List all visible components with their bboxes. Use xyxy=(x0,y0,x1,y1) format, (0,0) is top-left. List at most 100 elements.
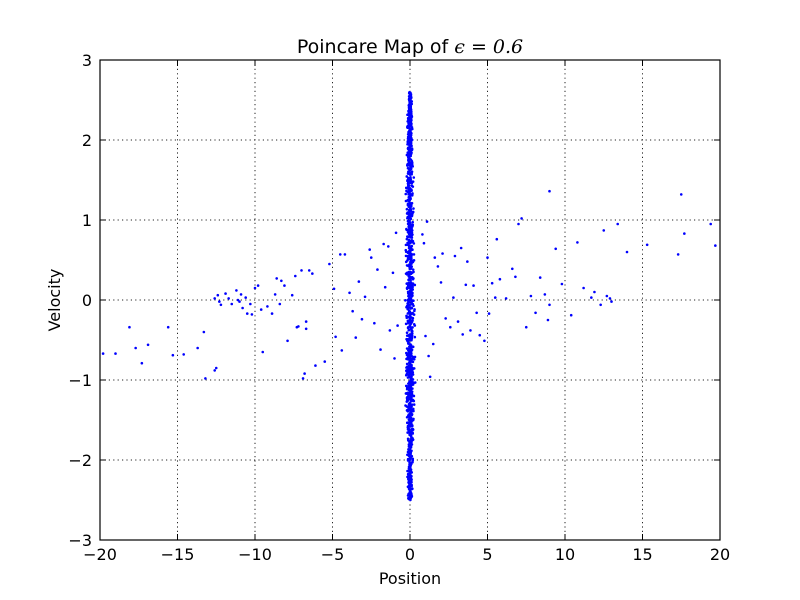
scatter-point xyxy=(409,102,413,106)
scatter-point xyxy=(409,127,412,131)
y-tick-label: 3 xyxy=(82,51,92,70)
x-tick-label: 15 xyxy=(632,545,652,564)
scatter-point xyxy=(411,345,415,349)
scatter-point xyxy=(388,329,392,332)
chart-title-text: Poincare Map of xyxy=(297,36,454,58)
scatter-point xyxy=(404,192,408,196)
scatter-point xyxy=(498,277,502,281)
scatter-point xyxy=(411,432,415,435)
scatter-point xyxy=(413,381,417,384)
scatter-point xyxy=(410,494,414,498)
scatter-point xyxy=(409,131,413,134)
scatter-point xyxy=(338,253,342,256)
scatter-point xyxy=(410,483,413,487)
scatter-point xyxy=(114,352,117,355)
scatter-point xyxy=(409,311,413,315)
scatter-point xyxy=(405,304,409,308)
scatter-point xyxy=(409,398,413,401)
scatter-point xyxy=(405,366,408,369)
scatter-point xyxy=(411,233,414,236)
scatter-point xyxy=(645,243,649,247)
scatter-point xyxy=(405,228,409,232)
scatter-point xyxy=(469,329,472,332)
scatter-point xyxy=(413,309,416,313)
scatter-point xyxy=(406,337,409,341)
scatter-point xyxy=(406,179,409,183)
scatter-point xyxy=(406,421,409,424)
scatter-point xyxy=(405,331,409,334)
scatter-point xyxy=(683,232,686,235)
scatter-point xyxy=(413,335,417,339)
scatter-point xyxy=(363,295,367,299)
scatter-point xyxy=(408,119,412,122)
scatter-point xyxy=(406,142,409,146)
scatter-point xyxy=(514,275,517,279)
scatter-point xyxy=(404,243,408,247)
scatter-point xyxy=(407,212,411,215)
scatter-point xyxy=(504,297,508,300)
scatter-point xyxy=(408,229,412,233)
scatter-point xyxy=(433,256,437,259)
scatter-point xyxy=(166,325,170,329)
x-tick-label: 5 xyxy=(482,545,492,564)
scatter-point xyxy=(412,242,416,245)
scatter-point xyxy=(408,489,412,493)
y-tick-label: 0 xyxy=(82,291,92,310)
scatter-point xyxy=(405,314,408,318)
scatter-point xyxy=(409,444,413,448)
scatter-point xyxy=(354,336,358,339)
scatter-point xyxy=(409,430,413,434)
scatter-point xyxy=(407,112,411,116)
scatter-point xyxy=(300,269,303,272)
scatter-point xyxy=(452,296,455,299)
scatter-point xyxy=(409,108,413,111)
scatter-point xyxy=(602,229,606,232)
scatter-point xyxy=(140,361,144,365)
scatter-point xyxy=(408,375,412,378)
scatter-point xyxy=(323,360,327,363)
scatter-point xyxy=(409,115,413,118)
scatter-point xyxy=(409,222,412,226)
scatter-point xyxy=(273,293,277,296)
scatter-point xyxy=(493,296,497,299)
scatter-point xyxy=(406,391,409,395)
scatter-point xyxy=(709,222,712,226)
scatter-point xyxy=(517,222,520,226)
scatter-point xyxy=(219,303,223,307)
scatter-point xyxy=(616,222,619,226)
scatter-point xyxy=(412,409,415,413)
scatter-point xyxy=(406,494,410,497)
scatter-point xyxy=(405,264,409,267)
scatter-point xyxy=(406,325,410,329)
scatter-point xyxy=(405,189,408,193)
scatter-point xyxy=(412,355,415,359)
scatter-point xyxy=(409,285,413,288)
scatter-point xyxy=(405,362,409,366)
scatter-point xyxy=(610,300,613,303)
scatter-point xyxy=(411,282,415,285)
scatter-point xyxy=(408,201,412,205)
y-tick-label: −2 xyxy=(68,451,92,470)
scatter-point xyxy=(410,213,414,217)
scatter-point xyxy=(408,360,411,364)
scatter-point xyxy=(406,453,409,457)
scatter-point xyxy=(407,286,411,289)
scatter-point xyxy=(412,207,415,210)
scatter-point xyxy=(134,346,137,350)
scatter-point xyxy=(543,293,547,296)
scatter-point xyxy=(261,350,265,354)
scatter-point xyxy=(411,360,415,364)
scatter-point xyxy=(408,140,411,144)
scatter-point xyxy=(411,407,415,411)
scatter-point xyxy=(408,319,411,322)
scatter-point xyxy=(382,242,385,246)
scatter-point xyxy=(412,313,416,316)
scatter-point xyxy=(422,241,426,245)
scatter-point xyxy=(483,339,486,343)
scatter-point xyxy=(548,189,551,193)
scatter-point xyxy=(431,342,435,346)
scatter-point xyxy=(280,279,283,283)
x-tick-label: 10 xyxy=(555,545,575,564)
x-tick-label: −5 xyxy=(321,545,345,564)
scatter-point xyxy=(405,351,408,355)
